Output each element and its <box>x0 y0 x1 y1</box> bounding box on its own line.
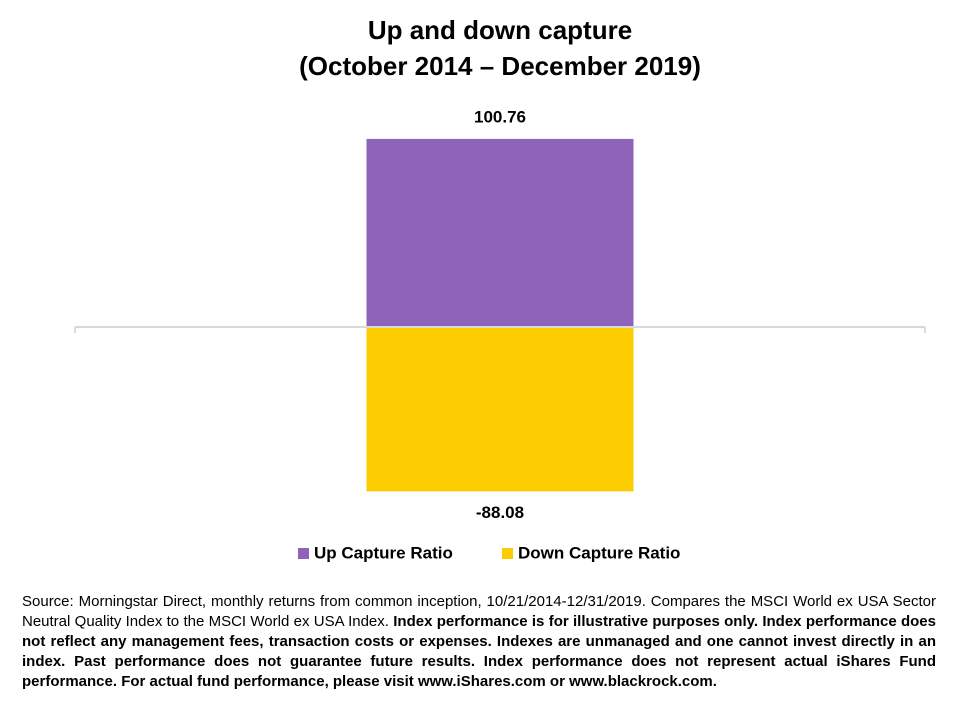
legend-label: Up Capture Ratio <box>314 543 453 562</box>
bar <box>366 326 634 492</box>
chart-title: Up and down capture <box>368 15 632 45</box>
disclaimer: Index performance is for illustrative pu… <box>22 613 936 690</box>
chart: Up and down capture (October 2014 – Dece… <box>74 15 926 562</box>
footnote: Source: Morningstar Direct, monthly retu… <box>22 592 936 692</box>
bar <box>366 138 634 327</box>
legend-swatch <box>298 548 309 559</box>
source-note: Source: Morningstar Direct, monthly retu… <box>22 593 936 630</box>
chart-subtitle: (October 2014 – December 2019) <box>299 51 701 81</box>
legend-label: Down Capture Ratio <box>518 543 680 562</box>
value-label: 100.76 <box>474 107 526 126</box>
legend-swatch <box>502 548 513 559</box>
value-label: -88.08 <box>476 503 524 522</box>
